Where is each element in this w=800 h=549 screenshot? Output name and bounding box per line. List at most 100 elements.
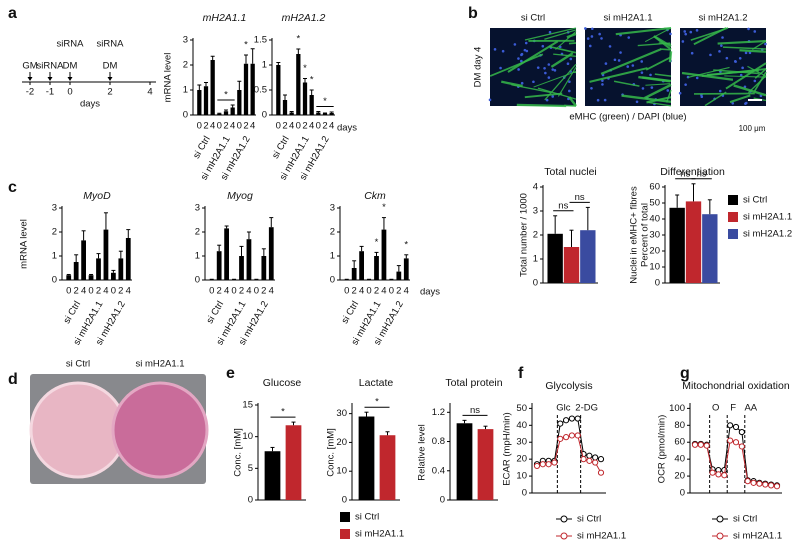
x-tick-label: 2 <box>302 121 307 132</box>
nucleus <box>753 79 757 83</box>
micrograph <box>490 28 576 106</box>
fibre <box>507 40 559 73</box>
legend-marker <box>716 515 724 523</box>
bar <box>81 240 86 280</box>
bar <box>379 435 396 500</box>
y-tick-label: 30 <box>649 230 660 241</box>
x-tick-label: 0 <box>111 286 116 297</box>
x-tick-label: 2 <box>223 121 228 132</box>
fibre <box>724 75 767 78</box>
fibre <box>733 84 767 97</box>
legend-label: si mH2A1.2 <box>743 229 792 240</box>
data-point <box>568 432 576 439</box>
fibre <box>751 40 767 50</box>
bar <box>223 111 229 115</box>
timeline-event: siRNA <box>97 39 125 50</box>
data-point <box>533 462 541 470</box>
bar <box>702 214 718 283</box>
bar <box>316 112 321 115</box>
nucleus <box>520 81 524 85</box>
data-point <box>586 452 593 459</box>
nucleus <box>731 101 735 105</box>
nucleus <box>590 86 593 90</box>
legend-label: si mH2A1.1 <box>577 531 626 542</box>
nucleus <box>747 27 750 31</box>
nucleus <box>604 62 608 65</box>
x-tick-label: 4 <box>404 286 409 297</box>
nucleus <box>641 87 645 90</box>
bar <box>329 113 334 115</box>
chart-title: mH2A1.2 <box>282 12 326 24</box>
data-point <box>592 454 599 461</box>
nucleus <box>513 43 517 46</box>
bar <box>125 238 131 280</box>
data-point <box>574 432 581 439</box>
nucleus <box>523 48 527 52</box>
nucleus <box>501 49 505 53</box>
fibre <box>707 69 759 76</box>
x-tick-label: 2 <box>203 121 208 132</box>
fibre <box>722 46 767 50</box>
bar <box>296 54 301 115</box>
bar <box>103 229 109 280</box>
data-point <box>709 469 716 476</box>
injection-label: F <box>730 403 736 414</box>
fibre <box>524 27 577 41</box>
timeline-event: GM <box>22 61 37 72</box>
chart-title: Total protein <box>445 377 502 389</box>
data-point <box>691 441 699 448</box>
data-point <box>738 443 745 450</box>
nucleus <box>718 89 722 93</box>
legend-label: si mH2A1.1 <box>355 529 404 540</box>
y-tick-label: 40 <box>649 214 660 225</box>
fibre <box>687 66 730 79</box>
bar <box>118 258 124 280</box>
dish <box>29 381 127 479</box>
nucleus <box>493 48 497 51</box>
timeline-event: siRNA <box>57 39 85 50</box>
data-point <box>539 461 546 468</box>
y-tick-label: 2 <box>533 230 538 241</box>
significance-label: ns <box>470 405 480 416</box>
dish <box>111 381 209 479</box>
legend-label: si Ctrl <box>355 512 379 523</box>
nucleus <box>613 58 617 62</box>
y-tick-label: 0 <box>655 278 660 289</box>
data-point <box>744 478 751 485</box>
nucleus <box>627 36 631 39</box>
legend-label: si mH2A1.1 <box>733 531 782 542</box>
nucleus <box>631 64 635 67</box>
x-tick-label: 2 <box>352 286 357 297</box>
y-tick-label: 3 <box>183 35 188 46</box>
data-point <box>557 435 564 442</box>
nucleus <box>586 37 590 40</box>
x-tick-label: 0 <box>389 286 394 297</box>
nucleus <box>640 71 644 74</box>
y-tick-label: 10 <box>242 431 253 442</box>
legend-swatch <box>728 229 738 239</box>
fibre <box>644 83 672 100</box>
nucleus <box>596 98 600 102</box>
data-point <box>721 472 728 479</box>
nucleus <box>600 37 603 40</box>
significance-label: * <box>382 202 386 213</box>
nucleus <box>588 44 592 48</box>
bar <box>216 251 222 280</box>
fibre <box>589 67 648 83</box>
data-point <box>562 417 570 424</box>
y-tick-label: 5 <box>248 463 253 474</box>
fibre <box>566 32 577 39</box>
arrow-head <box>47 77 53 81</box>
scale-bar-label: 100 μm <box>739 124 766 133</box>
bar <box>374 256 379 280</box>
bar <box>250 63 255 115</box>
bar <box>276 65 281 115</box>
y-axis-label: mRNA level <box>163 53 174 103</box>
legend-marker <box>560 515 568 523</box>
nucleus <box>520 53 523 57</box>
timeline-event: DM <box>103 61 118 72</box>
y-tick-label: 40 <box>674 454 685 465</box>
x-axis-label: days <box>337 123 357 134</box>
y-tick-label: 60 <box>674 437 685 448</box>
bar <box>477 429 494 500</box>
